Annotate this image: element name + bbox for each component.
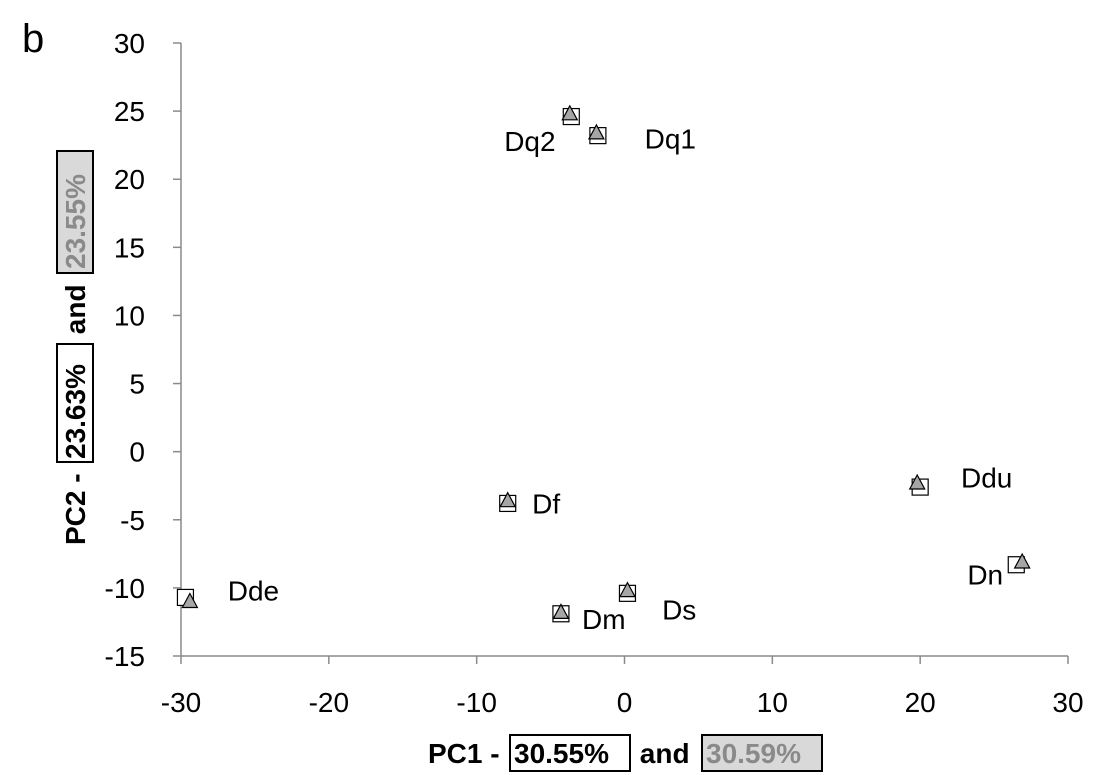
- y-tick-label: 20: [114, 164, 145, 195]
- x-tick-label: 0: [617, 687, 633, 718]
- x-axis-prefix: PC1 -: [428, 738, 507, 769]
- y-axis-value-a: 23.63%: [60, 364, 91, 459]
- x-ticks: -30 -20 -10 0 10 20 30: [161, 656, 1084, 718]
- y-tick-label: 30: [114, 28, 145, 59]
- x-tick-label: 20: [905, 687, 936, 718]
- x-pct-a-box: [509, 734, 631, 772]
- point-label: Dn: [967, 559, 1003, 590]
- triangle-marker: [587, 123, 605, 140]
- x-axis-value-b: 30.59%: [706, 738, 801, 769]
- triangle-marker: [181, 592, 199, 609]
- y-axis-prefix: PC2 -: [60, 466, 91, 545]
- x-tick-label: -30: [161, 687, 201, 718]
- y-axis-title: PC2 - 23.63% and 23.55%: [56, 150, 94, 545]
- y-tick-label: -10: [105, 573, 145, 604]
- x-axis-joiner: and: [632, 738, 697, 769]
- point-label: Ds: [662, 595, 696, 626]
- y-tick-label: 5: [129, 369, 145, 400]
- x-pct-b-box: [701, 734, 823, 772]
- x-axis-value-a: 30.55%: [514, 738, 609, 769]
- triangle-marker: [561, 104, 579, 121]
- x-tick-label: 10: [757, 687, 788, 718]
- x-tick-label: -20: [309, 687, 349, 718]
- data-points: [176, 104, 1031, 623]
- y-pct-b-box: [56, 150, 94, 274]
- y-tick-label: 10: [114, 300, 145, 331]
- x-tick-label: -10: [456, 687, 496, 718]
- point-label: Dde: [228, 576, 279, 607]
- svg-text:PC2 - 23.63% and 23.55%: PC2 - 23.63% and 23.55%: [60, 174, 91, 545]
- y-tick-label: 0: [129, 437, 145, 468]
- point-labels: Dq2 Dq1 Ddu Df Dn Dde Ds Dm: [228, 123, 1013, 635]
- svg-text:PC1 - 30.55% and 30.59%: PC1 - 30.55% and 30.59%: [428, 738, 801, 769]
- point-label: Dm: [582, 604, 626, 635]
- y-tick-label: 15: [114, 232, 145, 263]
- point-label: Df: [532, 488, 560, 519]
- triangle-marker: [908, 473, 926, 490]
- y-tick-label: -15: [105, 641, 145, 672]
- triangle-marker: [499, 491, 517, 508]
- point-label: Dq2: [504, 126, 555, 157]
- y-tick-label: -5: [120, 505, 145, 536]
- y-tick-label: 25: [114, 96, 145, 127]
- panel-letter: b: [22, 17, 44, 61]
- point-label: Dq1: [645, 123, 696, 154]
- point-label: Ddu: [961, 463, 1012, 494]
- y-axis-joiner: and: [60, 277, 91, 342]
- x-axis-title: PC1 - 30.55% and 30.59%: [428, 734, 823, 772]
- x-tick-label: 30: [1052, 687, 1083, 718]
- y-pct-a-box: [56, 343, 94, 463]
- triangle-marker: [552, 603, 570, 620]
- y-ticks: -15 -10 -5 0 5 10 15 20 25 30: [105, 28, 181, 672]
- triangle-marker: [618, 581, 636, 598]
- y-axis-value-b: 23.55%: [60, 174, 91, 269]
- triangle-marker: [1013, 552, 1031, 569]
